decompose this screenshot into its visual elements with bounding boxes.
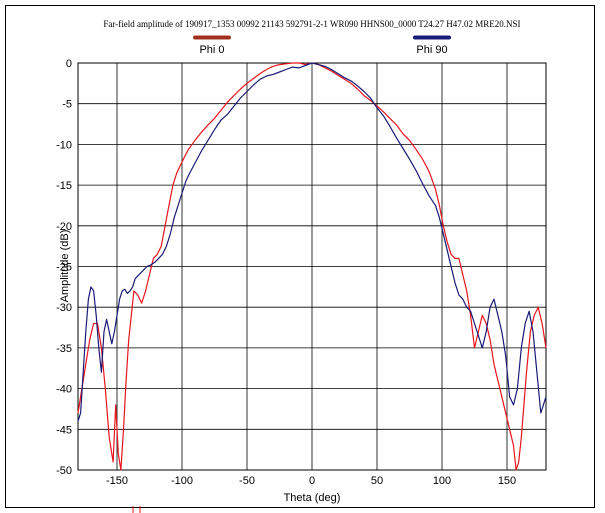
x-tick-label: -50 <box>239 475 255 487</box>
y-tick-label: -5 <box>62 99 72 111</box>
x-tick-label: 100 <box>433 475 451 487</box>
legend-swatch-phi-0 <box>193 35 231 40</box>
x-axis-label: Theta (deg) <box>284 492 341 504</box>
y-axis-label: Amplitude (dB) <box>59 230 71 303</box>
x-tick-label: 150 <box>498 475 516 487</box>
y-tick-label: -20 <box>56 221 72 233</box>
x-tick-label: -150 <box>106 475 128 487</box>
y-tick-label: -40 <box>56 384 72 396</box>
y-tick-label: -15 <box>56 180 72 192</box>
x-tick-label: 0 <box>309 475 315 487</box>
legend-label-phi-0: Phi 0 <box>199 44 224 56</box>
chart-title: Far-field amplitude of 190917_1353 00992… <box>103 19 520 29</box>
legend-swatch-phi-90 <box>413 35 451 40</box>
y-tick-label: 0 <box>66 58 72 70</box>
y-tick-label: -50 <box>56 465 72 477</box>
y-tick-label: -25 <box>56 262 72 274</box>
legend-label-phi-90: Phi 90 <box>416 44 447 56</box>
bottom-marker <box>132 506 141 513</box>
y-tick-label: -35 <box>56 343 72 355</box>
series-line-phi-90 <box>77 62 547 422</box>
y-tick-label: -30 <box>56 302 72 314</box>
y-tick-label: -10 <box>56 139 72 151</box>
tick-labels: -150 -100 -50 0 50 100 150 0 -5 -10 -15 -20 -25 -30 -3… <box>56 58 516 487</box>
chart-frame <box>5 5 595 508</box>
y-tick-label: -45 <box>56 424 72 436</box>
x-tick-label: 50 <box>371 475 383 487</box>
x-tick-label: -100 <box>171 475 193 487</box>
series-layer <box>77 62 547 471</box>
legend: Phi 0 Phi 90 <box>193 35 451 56</box>
